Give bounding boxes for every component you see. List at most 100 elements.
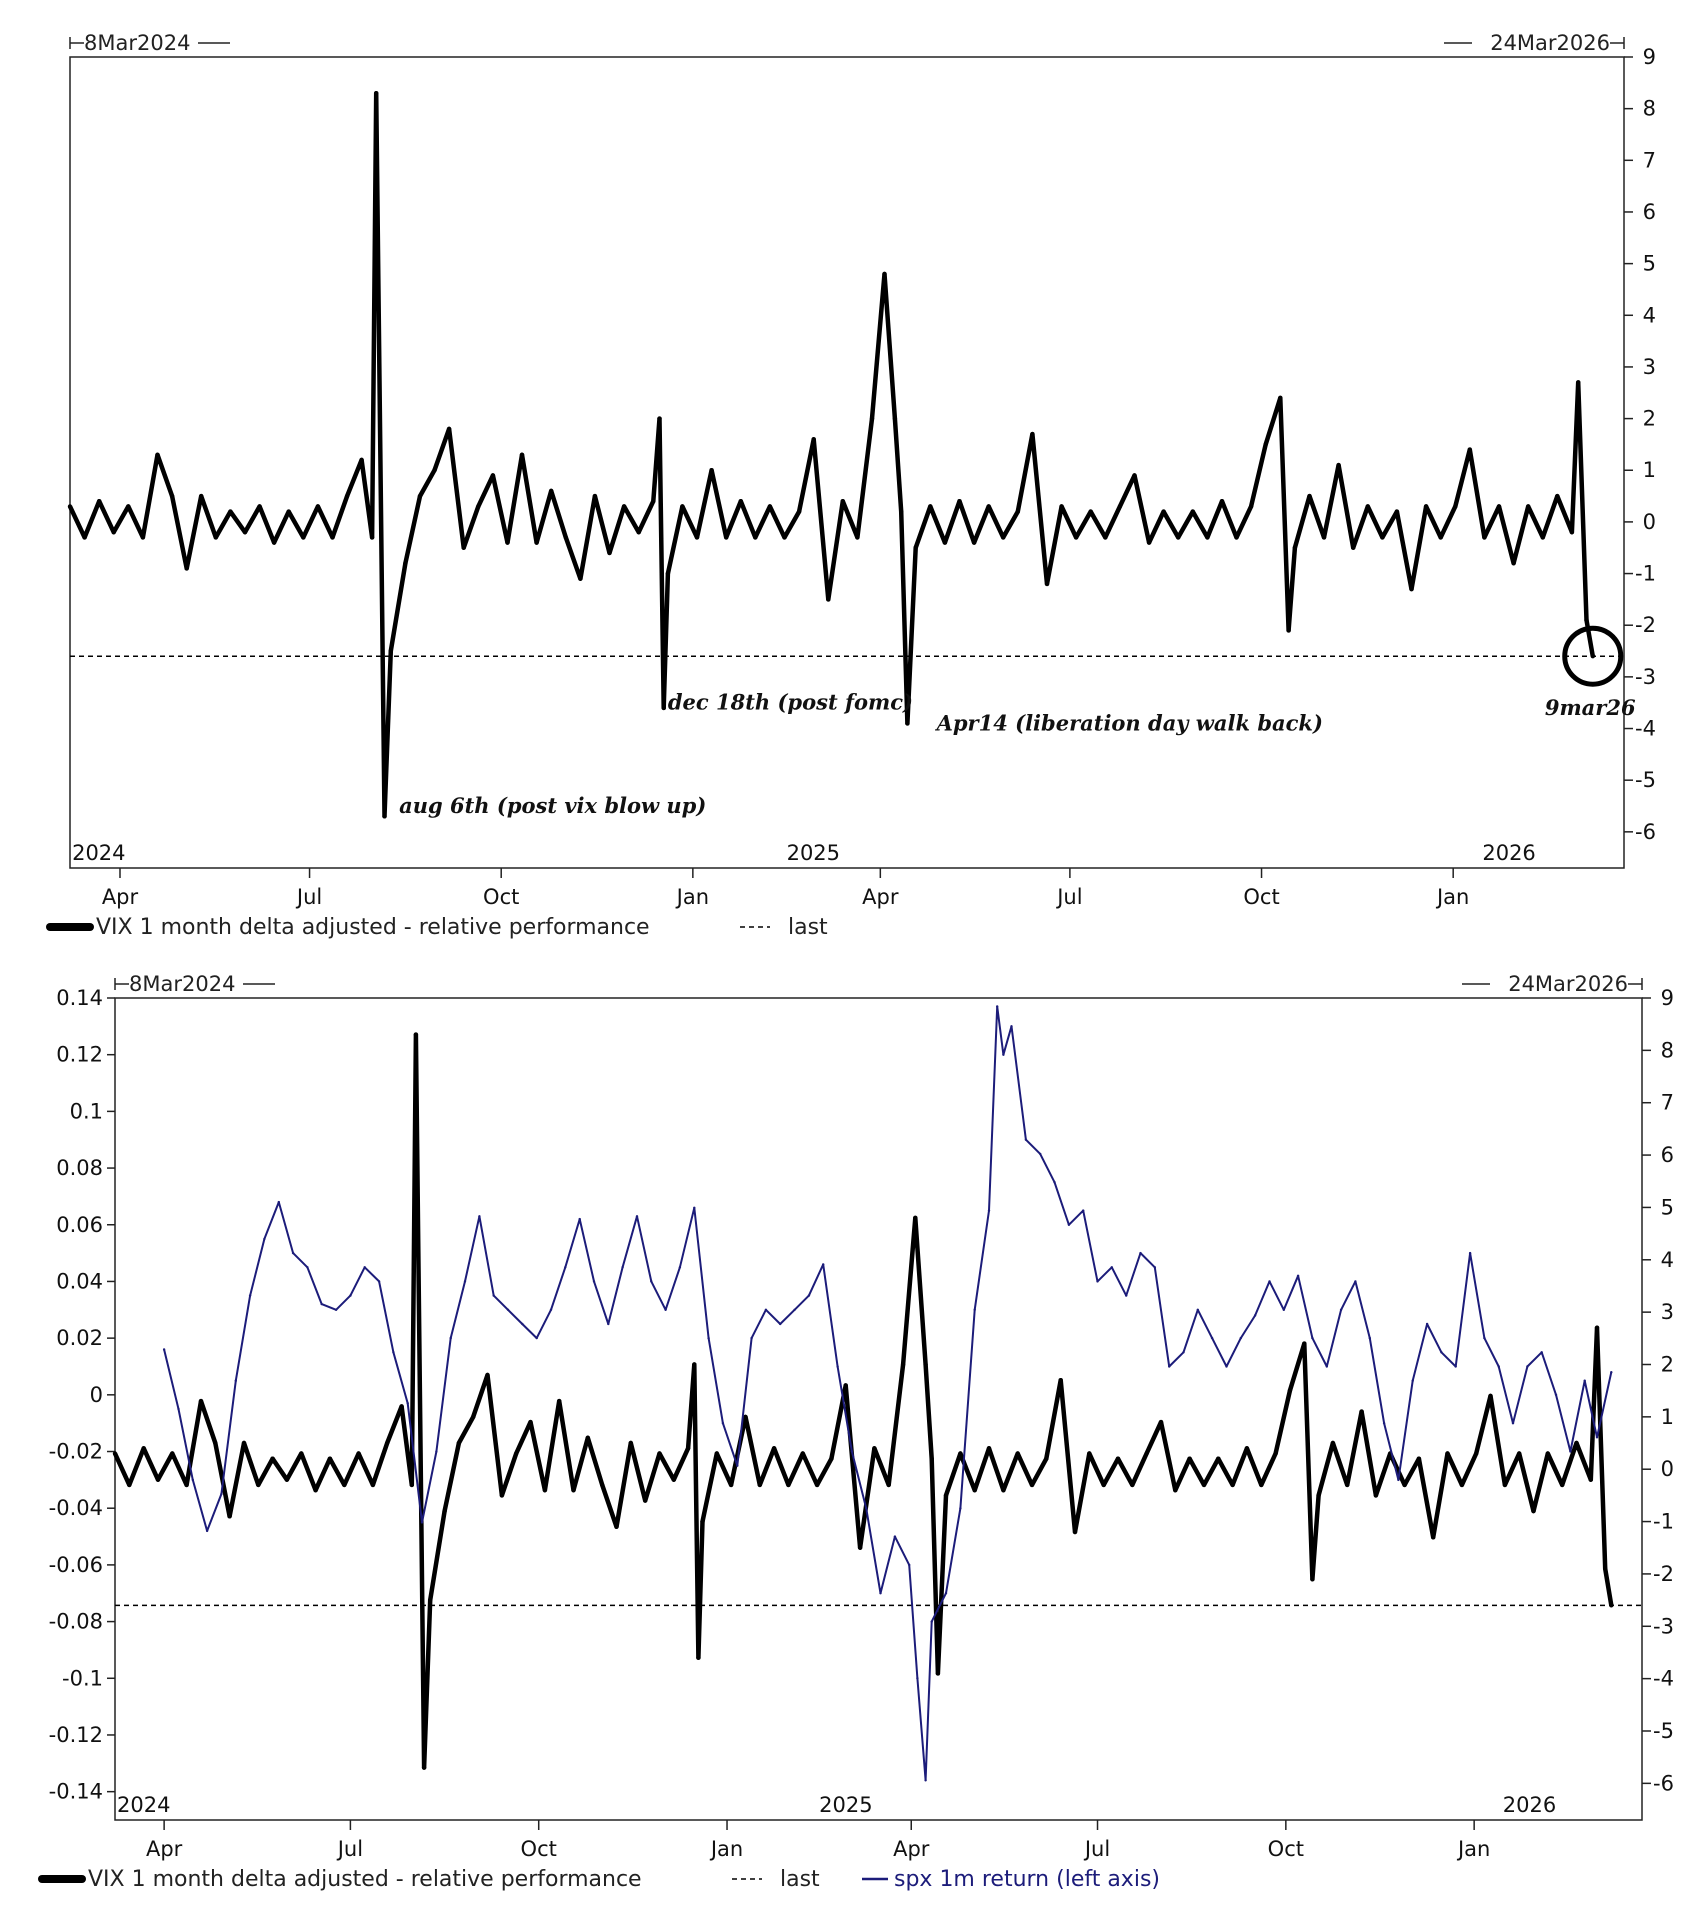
spx-data-point (650, 1280, 653, 1283)
vix-data-point (228, 509, 233, 514)
vix-data-point (1423, 504, 1429, 509)
vix-data-point (796, 509, 802, 514)
vix-data-point (476, 504, 481, 509)
vix-data-point (1101, 1482, 1106, 1488)
spx-data-point (721, 1422, 725, 1425)
vix-data-point (1445, 1451, 1450, 1456)
spx-data-point (205, 1529, 209, 1533)
left-axis-tick-label: -0.02 (49, 1440, 103, 1464)
vix-data-point (385, 1440, 390, 1446)
right-axis-tick-label: -5 (1653, 1719, 1674, 1743)
spx-data-point (1196, 1308, 1200, 1312)
right-axis-tick-label: -3 (1635, 665, 1656, 689)
vix-data-point (505, 540, 510, 545)
spx-data-point (1425, 1322, 1429, 1326)
spx-data-point (693, 1206, 696, 1210)
right-axis-tick-label: 1 (1643, 458, 1656, 482)
spx-data-point (1339, 1308, 1343, 1312)
vix-data-point (1560, 1482, 1565, 1488)
spx-data-point (1325, 1365, 1329, 1368)
vix-data-point (432, 468, 437, 473)
vix-data-point (714, 1451, 719, 1456)
top-chart: 8Mar2024 24Mar2026 9 8 7 6 5 4 3 2 1 0 -1 -2 -3 -4 -5 -6 A… (46, 31, 1656, 940)
spx-data-point (549, 1308, 553, 1312)
vix-data-point (1190, 509, 1196, 514)
vix-data-point (112, 1451, 118, 1456)
vix-data-point (724, 535, 729, 540)
right-axis-tick-label: -1 (1653, 1510, 1674, 1534)
year-label: 2026 (1503, 1793, 1556, 1817)
vix-data-point (913, 1215, 918, 1221)
spx-data-point (1296, 1274, 1300, 1278)
vix-data-point (709, 468, 714, 473)
vix-data-point (542, 1488, 548, 1493)
left-axis-tick-label: 0 (90, 1383, 103, 1407)
vix-data-point (382, 814, 387, 819)
vix-data-point (549, 488, 554, 494)
vix-data-point (771, 1446, 777, 1451)
vix-data-point (958, 1451, 963, 1456)
vix-data-point (1044, 581, 1050, 587)
vix-data-point (923, 1362, 928, 1367)
vix-data-point (369, 535, 375, 540)
vix-data-point (782, 535, 787, 540)
spx-data-point (779, 1322, 782, 1326)
vix-data-point (829, 1456, 834, 1461)
vix-data-point (428, 1597, 433, 1603)
vix-data-point (899, 509, 904, 514)
vix-data-point (299, 1451, 304, 1456)
spx-data-point (836, 1365, 839, 1368)
spx-data-point (1540, 1351, 1543, 1354)
vix-data-point (499, 1493, 505, 1498)
spx-data-point (521, 1322, 524, 1326)
vix-data-point (169, 493, 175, 499)
vix-data-point (413, 1032, 419, 1037)
spx-data-point (678, 1266, 682, 1269)
vix-data-point (442, 1508, 447, 1514)
legend-last-label: last (788, 915, 828, 940)
vix-data-point (1380, 535, 1385, 540)
spx-data-point (1139, 1251, 1142, 1255)
vix-data-point (1072, 1529, 1078, 1535)
right-axis-tick-label: 2 (1643, 407, 1656, 431)
vix-data-point (1286, 628, 1291, 633)
vix-data-point (1594, 1325, 1600, 1331)
spx-data-point (1282, 1308, 1286, 1312)
vix-data-point (1001, 535, 1006, 540)
spx-data-point (1253, 1314, 1257, 1317)
legend-vix-label: VIX 1 month delta adjusted - relative pe… (88, 1867, 642, 1892)
vix-data-point (1287, 1388, 1293, 1393)
spx-data-point (592, 1280, 596, 1283)
vix-data-point (1307, 493, 1312, 499)
vix-data-point (1292, 545, 1298, 550)
vix-data-point (242, 530, 248, 535)
vix-data-point (869, 416, 875, 421)
legend-spx-label: spx 1m return (left axis) (894, 1867, 1160, 1892)
vix-data-point (665, 571, 671, 576)
vix-data-point (1555, 493, 1560, 499)
vix-data-point (1278, 395, 1283, 401)
vix-data-point (1359, 1409, 1364, 1414)
vix-data-point (696, 1655, 701, 1660)
left-axis-tick-label: 0.06 (56, 1213, 103, 1237)
annotation-label: dec 18th (post fomc) (668, 690, 913, 715)
vix-data-point (370, 1482, 376, 1488)
vix-data-point (957, 499, 962, 504)
right-axis-tick-label: 4 (1643, 303, 1656, 327)
left-axis-tick-label: -0.14 (49, 1780, 103, 1804)
vix-data-point (1416, 1456, 1422, 1461)
right-axis-tick-label: 5 (1643, 252, 1656, 276)
right-axis-tick-label: -4 (1653, 1667, 1674, 1691)
spx-data-point (707, 1336, 710, 1340)
vix-data-point (471, 1414, 476, 1420)
vix-data-point (694, 535, 700, 540)
left-axis-tick-label: 0.1 (70, 1099, 103, 1123)
vix-data-point (456, 1440, 462, 1446)
spx-data-point (177, 1407, 180, 1411)
spx-data-point (750, 1336, 753, 1340)
legend-vix-label: VIX 1 month delta adjusted - relative pe… (96, 915, 650, 940)
vix-data-point (528, 1419, 533, 1425)
range-start-label: 8Mar2024 (129, 972, 235, 996)
spx-data-point (987, 1209, 991, 1212)
spx-data-point (1454, 1365, 1457, 1368)
